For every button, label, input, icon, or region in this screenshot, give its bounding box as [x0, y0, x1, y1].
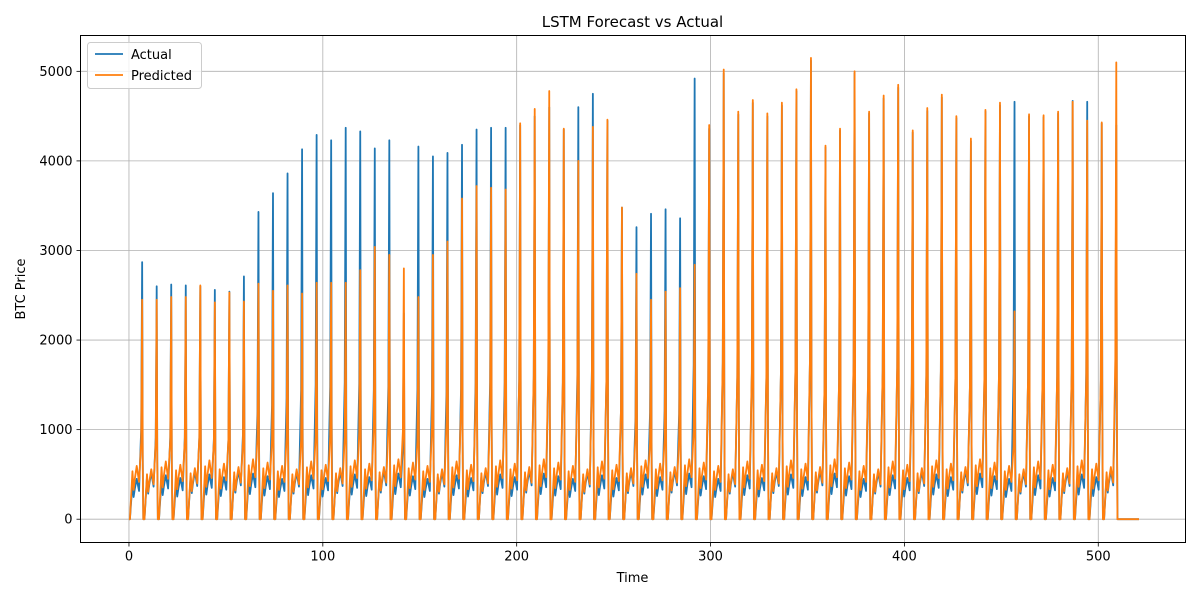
legend-label-predicted: Predicted: [131, 69, 192, 84]
y-tick-label: 4000: [39, 154, 72, 169]
x-axis-label: Time: [616, 571, 649, 586]
x-tick-label: 300: [698, 550, 723, 565]
legend: Actual Predicted: [87, 42, 202, 89]
series-lines: [128, 56, 1139, 521]
x-tick-label: 100: [310, 550, 335, 565]
x-tick-label: 200: [504, 550, 529, 565]
x-tick-label: 500: [1086, 550, 1111, 565]
x-tick-label: 0: [125, 550, 133, 565]
grid-lines: [80, 35, 1186, 543]
y-tick-label: 2000: [39, 334, 72, 349]
y-tick-label: 1000: [39, 423, 72, 438]
plot-frame: [80, 35, 1186, 543]
y-tick-label: 3000: [39, 244, 72, 259]
y-axis-label: BTC Price: [14, 258, 29, 319]
x-tick-label: 400: [892, 550, 917, 565]
legend-label-actual: Actual: [131, 48, 172, 63]
chart-title: LSTM Forecast vs Actual: [542, 13, 723, 31]
y-tick-label: 5000: [39, 65, 72, 80]
y-tick-label: 0: [64, 513, 72, 528]
series-line-predicted: [128, 56, 1139, 521]
